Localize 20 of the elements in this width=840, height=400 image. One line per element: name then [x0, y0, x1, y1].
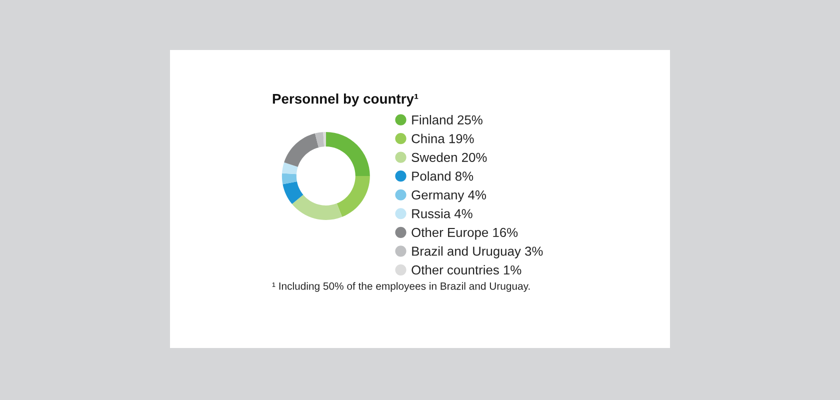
donut-slice: [326, 132, 370, 176]
legend-label: Other countries 1%: [412, 265, 522, 275]
legend-label: Germany 4%: [412, 190, 486, 202]
legend-label: Sweden 20%: [412, 152, 487, 162]
legend-label: Other Europe 16%: [412, 228, 518, 240]
legend-label: Russia 4%: [412, 208, 472, 218]
donut-slice: [284, 133, 319, 167]
donut-slice: [323, 132, 326, 147]
donut-slice: [314, 132, 324, 148]
legend-label: China 19%: [412, 134, 474, 144]
donut-slice: [336, 176, 370, 217]
legend-label: Finland 25%: [412, 115, 482, 124]
legend-label: Poland 8%: [412, 171, 474, 181]
donut-slice: [292, 194, 342, 220]
legend-label: Brazil and Uruguay 3%: [412, 246, 543, 258]
text: ¹ Including 50% of the employees in Brazil and Uruguay.: [272, 282, 530, 292]
donut-slice: [282, 182, 304, 204]
donut-slice: [282, 173, 297, 184]
donut-slice: [282, 162, 298, 174]
chart-title: Personnel by country¹: [272, 94, 418, 106]
